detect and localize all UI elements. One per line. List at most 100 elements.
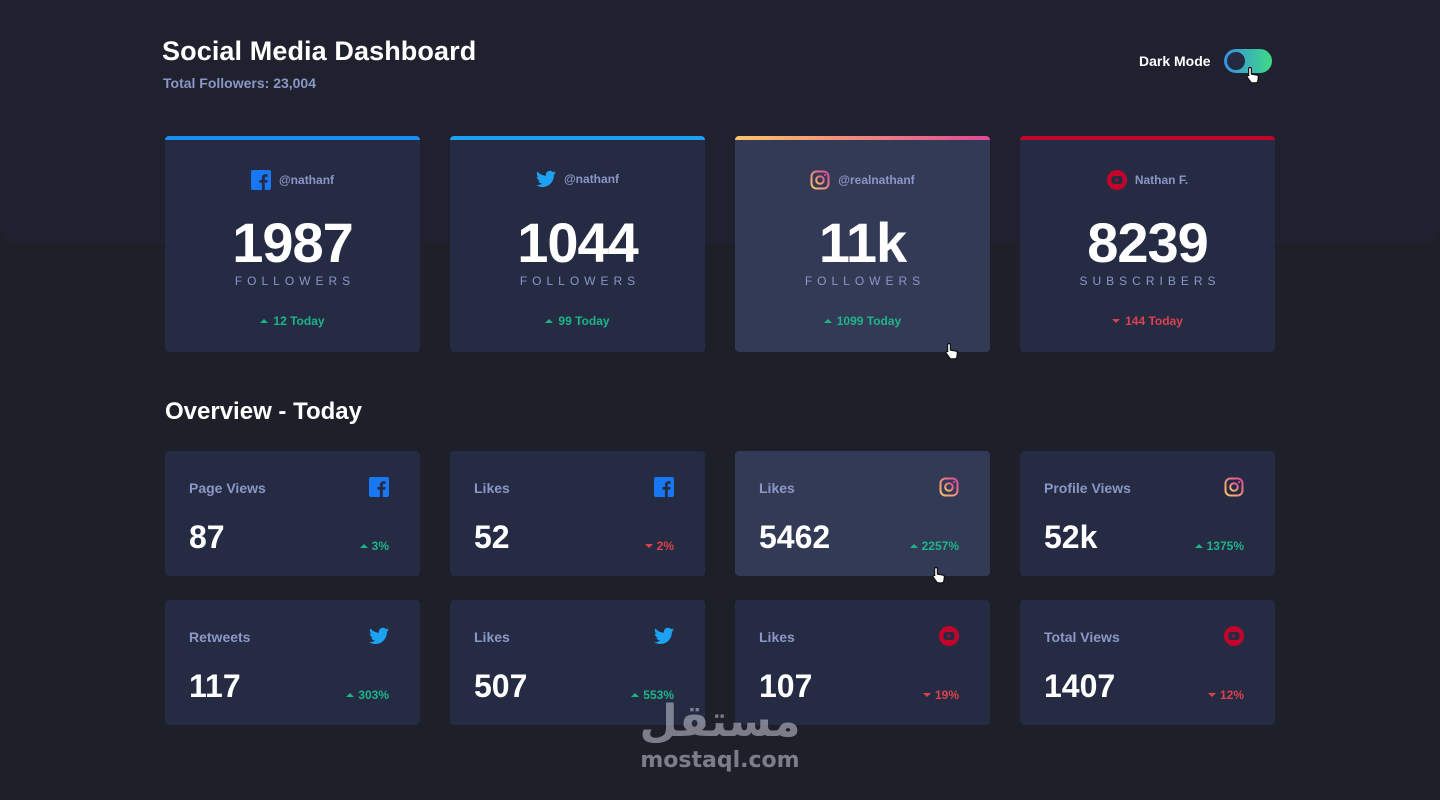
overview-tile-youtube-likes[interactable]: Likes 107 19% [735,600,990,725]
tile-change-value: 12% [1219,688,1244,702]
facebook-icon [250,170,271,190]
follower-change: 144 Today [1020,314,1275,328]
overview-tile-twitter-retweets[interactable]: Retweets 117 303% [165,600,420,725]
arrow-up-icon [1194,544,1203,548]
tile-label: Page Views [189,480,266,496]
card-handle: @nathanf [563,172,620,186]
tile-change-value: 3% [371,539,389,553]
card-handle-row: Nathan F. [1020,170,1275,190]
overview-tile-instagram-profile-views[interactable]: Profile Views 52k 1375% [1020,451,1275,576]
follower-change-value: 12 Today [273,314,325,328]
tile-label: Total Views [1044,629,1120,645]
arrow-down-icon [1207,693,1216,697]
arrow-down-icon [922,693,931,697]
follower-count: 1044 [517,211,639,274]
tile-value: 5462 [759,519,831,555]
tile-change: 303% [346,688,389,702]
follower-change-value: 144 Today [1125,314,1183,328]
card-accent-bar [165,136,420,140]
arrow-up-icon [346,693,355,697]
facebook-icon [369,477,389,497]
mouse-pointer-icon [945,342,959,360]
overview-tile-facebook-likes[interactable]: Likes 52 2% [450,451,705,576]
arrow-up-icon [260,319,269,323]
card-handle-row: @realnathanf [735,170,990,190]
arrow-down-icon [1112,319,1121,323]
follower-change-value: 99 Today [558,314,610,328]
twitter-icon [369,627,389,644]
tile-value: 107 [759,668,813,704]
tile-change: 12% [1207,688,1244,702]
overview-tile-instagram-likes[interactable]: Likes 5462 2257% [735,451,990,576]
twitter-icon [654,627,674,644]
youtube-icon [1224,626,1244,646]
follower-change: 12 Today [165,314,420,328]
follower-count: 1987 [232,211,354,274]
card-handle: @realnathanf [838,173,915,187]
follower-card-twitter[interactable]: @nathanf 1044 FOLLOWERS 99 Today [450,136,705,352]
arrow-up-icon [359,544,368,548]
follower-unit: FOLLOWERS [804,274,926,288]
follower-change: 99 Today [450,314,705,328]
toggle-knob[interactable] [1227,52,1245,70]
youtube-icon [1106,170,1127,190]
tile-change-value: 2% [656,539,674,553]
card-handle: @nathanf [278,173,335,187]
overview-tile-twitter-likes[interactable]: Likes 507 553% [450,600,705,725]
tile-value: 52k [1044,519,1098,555]
tile-change: 3% [359,539,389,553]
tile-value: 87 [189,519,225,555]
mouse-pointer-icon [1246,66,1260,84]
mouse-pointer-icon [932,566,946,584]
arrow-up-icon [823,319,832,323]
follower-change-value: 1099 Today [836,314,902,328]
follower-count: 11k [818,211,907,274]
tile-value: 52 [474,519,510,555]
follower-card-facebook[interactable]: @nathanf 1987 FOLLOWERS 12 Today [165,136,420,352]
watermark: مستقل mostaql.com [630,696,810,774]
card-handle-row: @nathanf [450,170,705,188]
tile-change-value: 553% [643,688,674,702]
tile-change-value: 303% [358,688,389,702]
watermark-latin: mostaql.com [640,748,800,773]
tile-label: Likes [474,629,510,645]
total-followers: Total Followers: 23,004 [163,75,317,91]
arrow-up-icon [631,693,640,697]
tile-change: 553% [631,688,674,702]
facebook-icon [654,477,674,497]
page-title: Social Media Dashboard [162,36,477,66]
instagram-icon [810,170,830,190]
follower-count: 8239 [1087,211,1209,274]
card-accent-bar [450,136,705,140]
instagram-icon [939,477,959,497]
follower-change: 1099 Today [735,314,990,328]
card-handle: Nathan F. [1134,173,1189,187]
youtube-icon [939,626,959,646]
follower-card-instagram[interactable]: @realnathanf 11k FOLLOWERS 1099 Today [735,136,990,352]
dashboard: Social Media Dashboard Total Followers: … [162,0,1275,800]
tile-change-value: 19% [934,688,959,702]
dark-mode-label: Dark Mode [1139,53,1211,69]
dark-mode-toggle[interactable] [1224,49,1272,73]
follower-card-youtube[interactable]: Nathan F. 8239 SUBSCRIBERS 144 Today [1020,136,1275,352]
watermark-arabic: مستقل [639,696,801,747]
instagram-icon [1224,477,1244,497]
card-accent-bar [735,136,990,140]
tile-label: Likes [759,480,795,496]
tile-change: 19% [922,688,959,702]
overview-tile-youtube-total-views[interactable]: Total Views 1407 12% [1020,600,1275,725]
tile-label: Profile Views [1044,480,1131,496]
tile-change-value: 2257% [921,539,959,553]
arrow-down-icon [644,544,653,548]
tile-value: 117 [189,668,241,704]
follower-unit: SUBSCRIBERS [1079,274,1221,288]
arrow-up-icon [909,544,918,548]
card-handle-row: @nathanf [165,170,420,190]
overview-tile-facebook-page-views[interactable]: Page Views 87 3% [165,451,420,576]
twitter-icon [535,170,556,187]
card-accent-bar [1020,136,1275,140]
tile-label: Likes [474,480,510,496]
tile-change-value: 1375% [1206,539,1244,553]
tile-change: 2257% [909,539,959,553]
header: Social Media Dashboard Total Followers: … [162,36,1275,96]
